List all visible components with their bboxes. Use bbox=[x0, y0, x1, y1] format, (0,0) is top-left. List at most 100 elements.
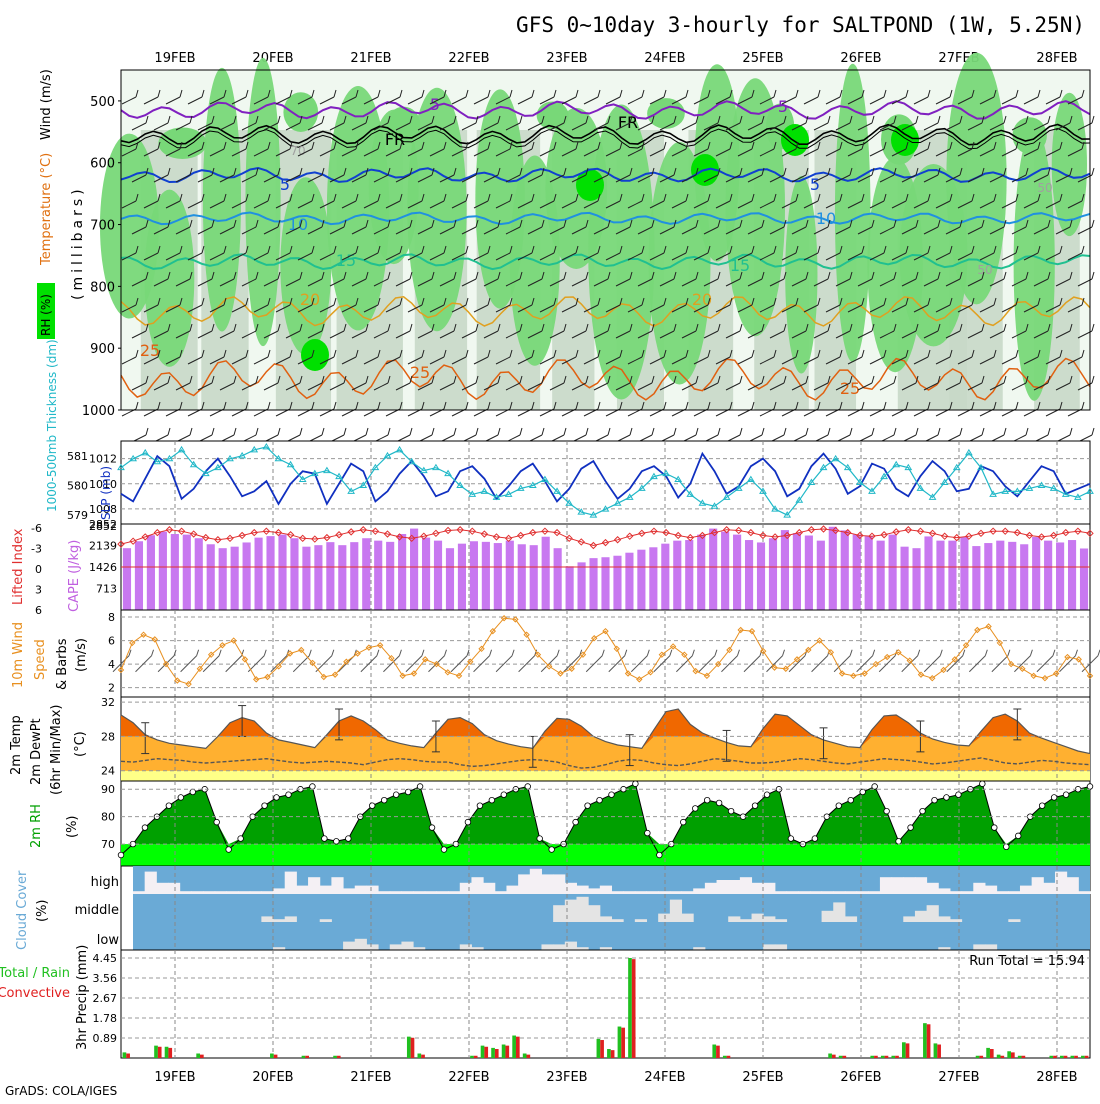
wind-barb bbox=[1003, 375, 1007, 384]
wind-barb bbox=[747, 330, 763, 339]
cape-bar bbox=[744, 540, 754, 610]
wind-barb bbox=[681, 278, 697, 287]
wind-barb bbox=[795, 245, 799, 254]
thickness-marker bbox=[710, 502, 719, 509]
wind-speed-marker bbox=[850, 672, 857, 680]
wind-barb bbox=[747, 278, 763, 287]
precip-total-bar bbox=[975, 1055, 980, 1058]
li-marker bbox=[965, 532, 973, 540]
isotherm-label: 10 bbox=[288, 215, 308, 234]
wind-barb bbox=[299, 219, 303, 228]
wind-speed-marker bbox=[760, 647, 767, 655]
wind-barb bbox=[373, 226, 389, 235]
wind-barb bbox=[399, 349, 403, 358]
wind-barb bbox=[407, 304, 423, 313]
wind-speed-marker bbox=[883, 653, 891, 661]
wind-barb bbox=[703, 122, 719, 131]
wind-barb bbox=[1047, 427, 1051, 436]
wind-barb bbox=[517, 356, 533, 365]
wind-barb bbox=[233, 167, 237, 176]
wind-barb bbox=[187, 356, 203, 365]
wind-barb bbox=[475, 167, 479, 176]
wind-barb bbox=[707, 349, 711, 358]
cloud-cover-bar bbox=[681, 891, 694, 894]
rh-region-saturated bbox=[891, 124, 919, 156]
li-tick-label: 3 bbox=[35, 584, 42, 597]
wind-barb bbox=[495, 96, 511, 105]
wind-barb bbox=[179, 141, 183, 150]
wind-barb bbox=[773, 141, 777, 150]
wind-barb bbox=[245, 349, 249, 358]
wind-barb bbox=[619, 245, 623, 254]
wind-barb bbox=[1067, 96, 1083, 105]
wind-barb bbox=[893, 167, 897, 176]
wind-barb bbox=[783, 167, 787, 176]
cloud-cover-bar bbox=[343, 941, 356, 950]
wind-barb bbox=[607, 323, 611, 332]
cloud-cover-bar bbox=[564, 941, 577, 950]
cloud-cover-bar bbox=[413, 947, 426, 950]
cloud-cover-bar bbox=[273, 947, 286, 950]
cloud-cover-bar bbox=[751, 882, 764, 894]
wind-barb bbox=[747, 382, 763, 391]
precip-total-bar bbox=[891, 1055, 896, 1058]
wind-barb-10m bbox=[788, 655, 806, 673]
wind-barb bbox=[989, 278, 1005, 287]
wind-barb bbox=[299, 427, 303, 436]
wind-panel-frame bbox=[120, 609, 1091, 698]
wind-barb bbox=[179, 401, 183, 410]
cape-bar bbox=[601, 557, 610, 610]
wind-barb bbox=[891, 148, 907, 157]
wind-barb bbox=[429, 148, 445, 157]
wind-barb bbox=[297, 148, 313, 157]
wind-barb bbox=[1011, 122, 1027, 131]
wind-barb bbox=[299, 167, 303, 176]
wind-barb bbox=[429, 200, 445, 209]
wind-barb bbox=[703, 226, 719, 235]
wind-barb bbox=[685, 401, 689, 410]
cloud-cover-bar bbox=[179, 891, 192, 894]
wind-barb-10m bbox=[1074, 649, 1078, 656]
wind-barb bbox=[971, 193, 975, 202]
wind-barb bbox=[211, 323, 215, 332]
wind-barb bbox=[201, 401, 205, 410]
wind-barb bbox=[285, 278, 301, 287]
li-marker bbox=[1086, 529, 1094, 538]
wind-barb bbox=[363, 356, 379, 365]
wind-barb bbox=[901, 278, 917, 287]
wind-barb bbox=[539, 148, 555, 157]
date-label-bottom: 28FEB bbox=[1036, 1070, 1077, 1085]
cape-bar bbox=[362, 538, 371, 610]
wind-barb bbox=[333, 245, 337, 254]
wind-barb bbox=[1011, 174, 1027, 183]
rh2m-area-high bbox=[121, 783, 1090, 845]
wind-speed-marker bbox=[940, 666, 947, 674]
wind-barb bbox=[175, 122, 191, 131]
wind-barb bbox=[211, 427, 215, 436]
precip-convective-bar bbox=[1074, 1055, 1078, 1058]
thickness-marker bbox=[129, 454, 137, 462]
cape-bar bbox=[996, 540, 1005, 610]
wind-barb bbox=[231, 200, 247, 209]
rh2m-marker bbox=[321, 835, 328, 842]
wind-barb bbox=[827, 323, 831, 332]
wind-barb bbox=[959, 375, 963, 384]
precip-total-bar bbox=[933, 1043, 938, 1058]
ylabel-wind10m: (m/s) bbox=[74, 638, 89, 672]
wind-barb bbox=[871, 271, 875, 280]
li-marker bbox=[856, 531, 864, 540]
wind-barb bbox=[443, 245, 447, 254]
thickness-marker bbox=[335, 472, 343, 480]
isotherm-line bbox=[120, 357, 1091, 401]
pressure-tick-label: 900 bbox=[90, 342, 115, 357]
wind-barb-10m bbox=[646, 649, 650, 656]
thickness-marker bbox=[141, 448, 150, 456]
wind-barb bbox=[883, 193, 887, 202]
wind-barb bbox=[277, 427, 281, 436]
wind-barb bbox=[319, 200, 335, 209]
wind-barb bbox=[957, 200, 973, 209]
wind-barb bbox=[993, 89, 997, 98]
precip-total-bar bbox=[901, 1042, 906, 1058]
wind-barb bbox=[979, 148, 995, 157]
wind-barb bbox=[1025, 375, 1029, 384]
